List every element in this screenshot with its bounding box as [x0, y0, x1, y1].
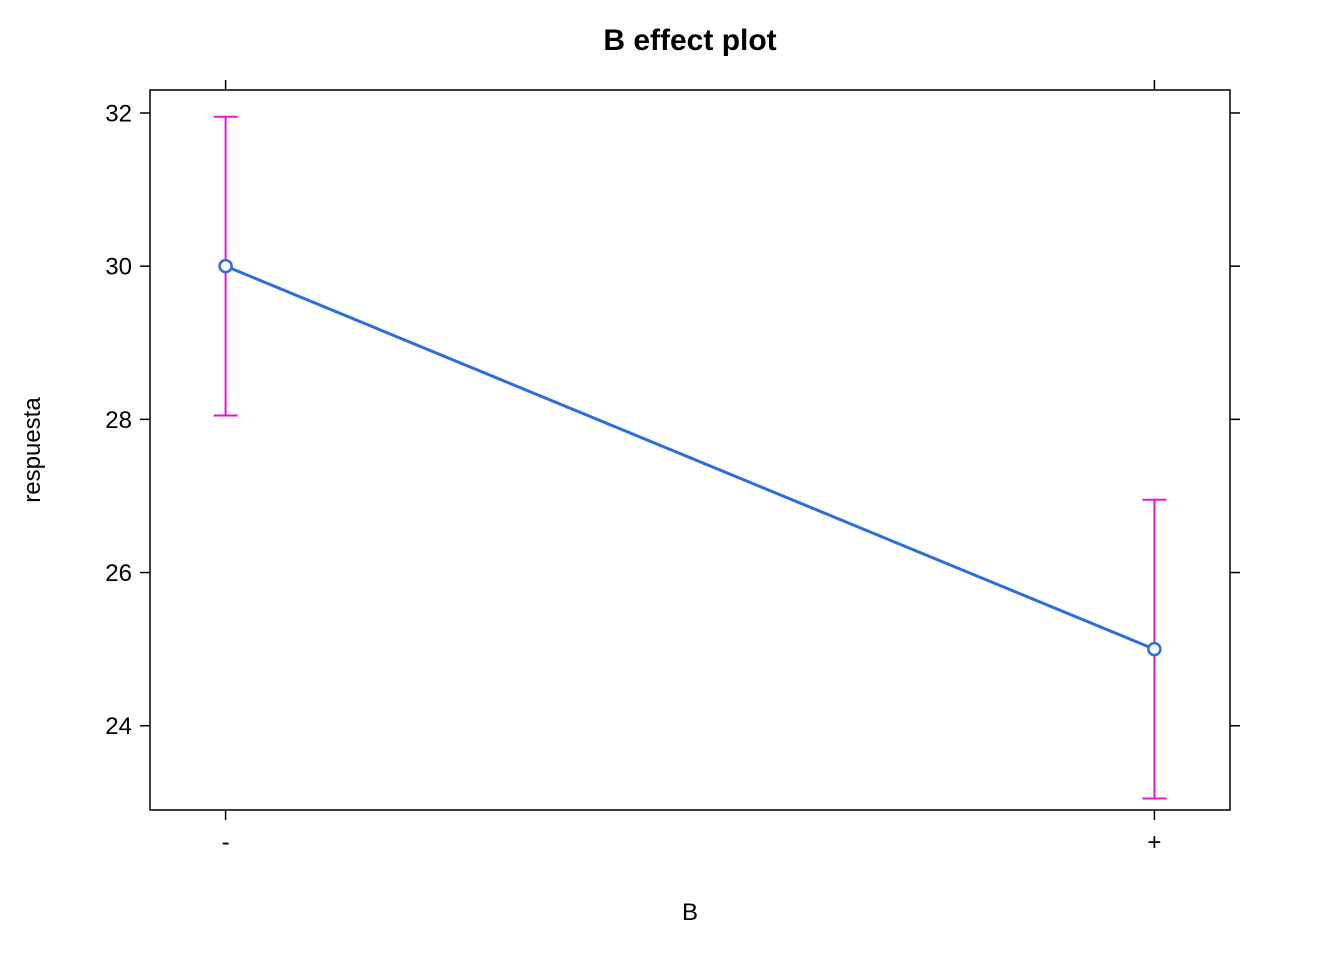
- x-tick-label: +: [1147, 829, 1161, 856]
- series-marker: [1148, 643, 1160, 655]
- y-tick-label: 28: [105, 407, 132, 434]
- canvas-bg: [0, 0, 1344, 960]
- series-marker: [220, 260, 232, 272]
- x-axis-label: B: [682, 899, 698, 926]
- y-axis-label: respuesta: [19, 397, 46, 503]
- y-tick-label: 32: [105, 100, 132, 127]
- chart-container: B effect plot respuesta B 24 26 28 30 32 - +: [0, 0, 1344, 960]
- x-tick-label: -: [222, 829, 230, 856]
- effect-plot: B effect plot respuesta B 24 26 28 30 32 - +: [0, 0, 1344, 960]
- y-tick-label: 26: [105, 560, 132, 587]
- y-tick-label: 24: [105, 713, 132, 740]
- chart-title: B effect plot: [603, 24, 776, 57]
- y-tick-label: 30: [105, 254, 132, 281]
